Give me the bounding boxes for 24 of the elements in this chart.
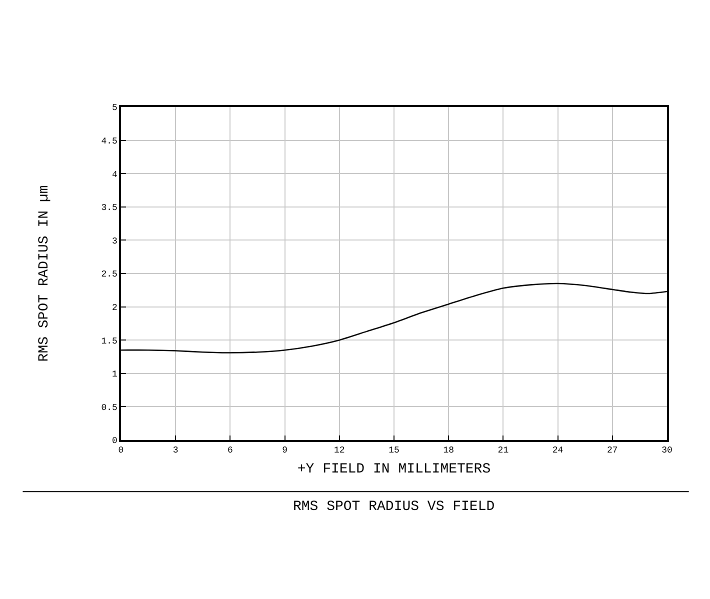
x-axis-title: +Y FIELD IN MILLIMETERS [297, 461, 491, 478]
y-tick-label: 4 [112, 170, 118, 180]
y-tick-label: 3 [112, 236, 118, 246]
x-tick-label: 6 [227, 446, 233, 456]
y-tick-label: 5 [112, 103, 118, 114]
y-tick-label: 3.5 [101, 203, 118, 214]
x-tick-label: 12 [334, 446, 345, 456]
x-tick-label: 3 [172, 446, 178, 456]
x-tick-label: 27 [606, 446, 618, 456]
x-tick-label: 24 [552, 446, 564, 456]
y-axis-title: RMS SPOT RADIUS IN µm [36, 185, 52, 362]
x-tick-label: 30 [662, 446, 672, 456]
y-tick-label: 0.5 [101, 402, 118, 413]
y-tick-label: 2 [112, 302, 118, 313]
y-tick-label: 1 [112, 370, 118, 380]
y-tick-label: 1.5 [101, 336, 118, 346]
x-tick-label: 9 [282, 446, 288, 456]
x-tick-label: 21 [498, 446, 509, 456]
y-tick-label: 4.5 [101, 136, 118, 146]
x-tick-label: 18 [443, 446, 454, 456]
y-tick-label: 0 [112, 436, 118, 446]
y-tick-label: 2.5 [101, 270, 118, 280]
x-tick-label: 15 [388, 446, 400, 456]
text: RMS SPOT RADIUS VS FIELD [293, 499, 495, 515]
